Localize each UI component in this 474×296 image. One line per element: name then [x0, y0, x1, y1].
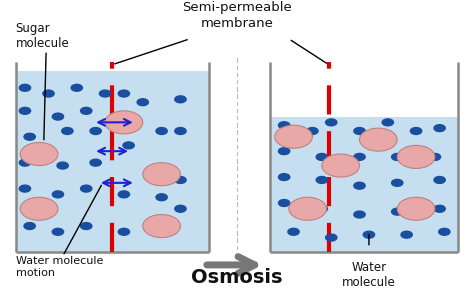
Circle shape — [105, 111, 143, 134]
Circle shape — [20, 142, 58, 165]
Circle shape — [397, 197, 435, 220]
Circle shape — [278, 174, 290, 181]
Circle shape — [363, 231, 374, 238]
Circle shape — [278, 122, 290, 129]
Circle shape — [307, 128, 318, 134]
Circle shape — [156, 128, 167, 134]
Circle shape — [354, 182, 365, 189]
Circle shape — [288, 228, 299, 235]
Circle shape — [278, 200, 290, 206]
Circle shape — [289, 197, 327, 220]
Circle shape — [156, 194, 167, 201]
Circle shape — [429, 153, 440, 160]
Circle shape — [354, 128, 365, 134]
Circle shape — [175, 176, 186, 184]
Circle shape — [123, 142, 134, 149]
Circle shape — [19, 159, 31, 166]
Circle shape — [57, 162, 68, 169]
Circle shape — [275, 125, 312, 148]
Circle shape — [52, 113, 64, 120]
Text: Semi-permeable
membrane: Semi-permeable membrane — [182, 1, 292, 30]
Circle shape — [143, 215, 181, 238]
Circle shape — [118, 228, 129, 235]
Circle shape — [24, 223, 36, 229]
Circle shape — [43, 90, 54, 97]
Circle shape — [52, 228, 64, 235]
Circle shape — [326, 234, 337, 241]
Circle shape — [382, 119, 393, 126]
Circle shape — [354, 153, 365, 160]
Circle shape — [52, 191, 64, 198]
Circle shape — [62, 128, 73, 134]
Circle shape — [19, 107, 31, 114]
Circle shape — [81, 223, 92, 229]
Circle shape — [175, 205, 186, 212]
Circle shape — [438, 228, 450, 235]
Circle shape — [143, 163, 181, 186]
Circle shape — [19, 185, 31, 192]
Circle shape — [100, 90, 111, 97]
Circle shape — [392, 179, 403, 186]
Circle shape — [90, 128, 101, 134]
Circle shape — [71, 84, 82, 91]
Circle shape — [118, 90, 129, 97]
Circle shape — [359, 128, 397, 151]
Circle shape — [81, 107, 92, 114]
Circle shape — [392, 153, 403, 160]
Circle shape — [278, 148, 290, 155]
Circle shape — [316, 176, 328, 184]
Text: Osmosis: Osmosis — [191, 268, 283, 287]
Circle shape — [118, 191, 129, 198]
Circle shape — [392, 208, 403, 215]
Text: Water
molecule: Water molecule — [342, 260, 396, 289]
Text: Sugar
molecule: Sugar molecule — [16, 22, 69, 49]
Bar — [16, 70, 209, 252]
Circle shape — [137, 99, 148, 106]
Circle shape — [19, 84, 31, 91]
Circle shape — [24, 133, 36, 140]
Circle shape — [20, 197, 58, 220]
Circle shape — [316, 153, 328, 160]
Circle shape — [410, 128, 422, 134]
Circle shape — [316, 205, 328, 212]
Circle shape — [434, 176, 445, 184]
Circle shape — [434, 205, 445, 212]
Circle shape — [90, 159, 101, 166]
Circle shape — [401, 231, 412, 238]
Circle shape — [326, 119, 337, 126]
Circle shape — [322, 154, 359, 177]
Bar — [270, 117, 458, 252]
Circle shape — [81, 185, 92, 192]
Circle shape — [175, 96, 186, 103]
Circle shape — [354, 211, 365, 218]
Text: Water molecule
motion: Water molecule motion — [16, 256, 103, 278]
Circle shape — [397, 145, 435, 168]
Circle shape — [434, 125, 445, 131]
Circle shape — [175, 128, 186, 134]
